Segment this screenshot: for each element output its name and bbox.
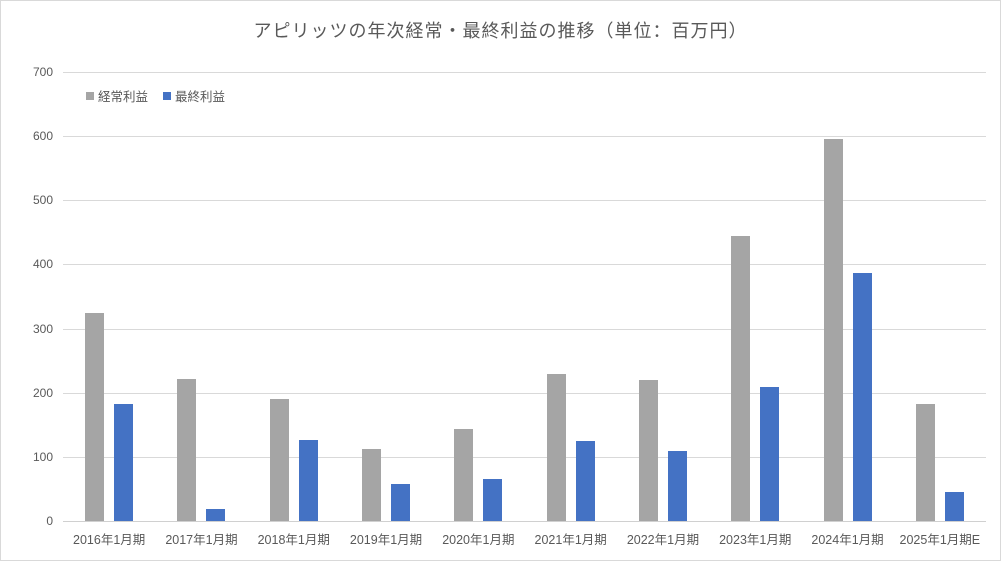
x-axis-category-label: 2023年1月期 [719, 533, 792, 547]
bar-group [801, 72, 893, 521]
bar-最終利益 [760, 386, 780, 521]
legend-label: 最終利益 [175, 90, 226, 104]
plot-area [63, 72, 986, 522]
bar-経常利益 [915, 403, 935, 521]
x-axis-category-label: 2018年1月期 [257, 533, 330, 547]
bar-最終利益 [667, 451, 687, 521]
bar-経常利益 [731, 235, 751, 521]
y-axis-tick-label: 300 [32, 321, 53, 336]
bar-group [525, 72, 617, 521]
bar-group [248, 72, 340, 521]
x-axis-line [63, 521, 986, 522]
x-axis-category-label: 2021年1月期 [534, 533, 607, 547]
bar-最終利益 [575, 441, 595, 521]
x-axis-category-label: 2016年1月期 [73, 533, 146, 547]
legend-label: 経常利益 [98, 90, 149, 104]
x-axis-category-label: 2024年1月期 [811, 533, 884, 547]
bar-group [340, 72, 432, 521]
gridline [63, 264, 986, 266]
legend-swatch-icon [163, 91, 172, 100]
y-axis-tick-label: 600 [32, 129, 53, 144]
y-axis-tick-label: 500 [32, 193, 53, 208]
bar-経常利益 [546, 374, 566, 521]
x-axis-category-label: 2019年1月期 [349, 533, 423, 547]
bar-group [617, 72, 709, 521]
y-axis-tick-label: 0 [46, 514, 53, 528]
bar-経常利益 [177, 379, 197, 521]
gridline [63, 456, 986, 458]
bar-最終利益 [114, 404, 134, 521]
x-axis-category-label: 2025年1月期E [899, 533, 981, 547]
bar-最終利益 [944, 492, 964, 521]
bar-group [63, 72, 155, 521]
y-axis-tick-label: 100 [32, 449, 53, 464]
legend: 経常利益 最終利益 [86, 86, 225, 105]
bar-経常利益 [85, 312, 105, 521]
legend-swatch-icon [86, 91, 94, 100]
y-axis-tick-label: 200 [32, 385, 53, 400]
bar-group [709, 72, 801, 521]
bar-最終利益 [206, 509, 226, 521]
bar-group [432, 72, 524, 521]
bar-group [155, 72, 247, 521]
legend-item-最終利益: 最終利益 [163, 86, 225, 105]
bar-最終利益 [391, 484, 411, 521]
bar-経常利益 [823, 139, 843, 521]
bar-経常利益 [362, 448, 382, 521]
x-axis-category-label: 2020年1月期 [442, 533, 515, 547]
x-axis-category-label: 2017年1月期 [165, 533, 238, 547]
bar-最終利益 [483, 479, 503, 521]
bar-group [894, 72, 986, 521]
bar-最終利益 [298, 440, 318, 521]
y-axis-tick-label: 700 [32, 65, 53, 79]
gridline [63, 328, 986, 330]
bar-経常利益 [269, 399, 289, 521]
bar-経常利益 [638, 379, 658, 521]
y-axis-tick-label: 400 [32, 257, 53, 272]
gridline [63, 72, 986, 73]
bar-最終利益 [852, 272, 872, 521]
bar-経常利益 [454, 429, 474, 521]
gridline [63, 392, 986, 394]
x-axis-category-label: 2022年1月期 [626, 533, 700, 547]
legend-item-経常利益: 経常利益 [86, 86, 148, 105]
gridline [63, 136, 986, 138]
gridline [63, 200, 986, 202]
chart-title: アピリッツの年次経常・最終利益の推移（単位：百万円） [253, 21, 748, 41]
